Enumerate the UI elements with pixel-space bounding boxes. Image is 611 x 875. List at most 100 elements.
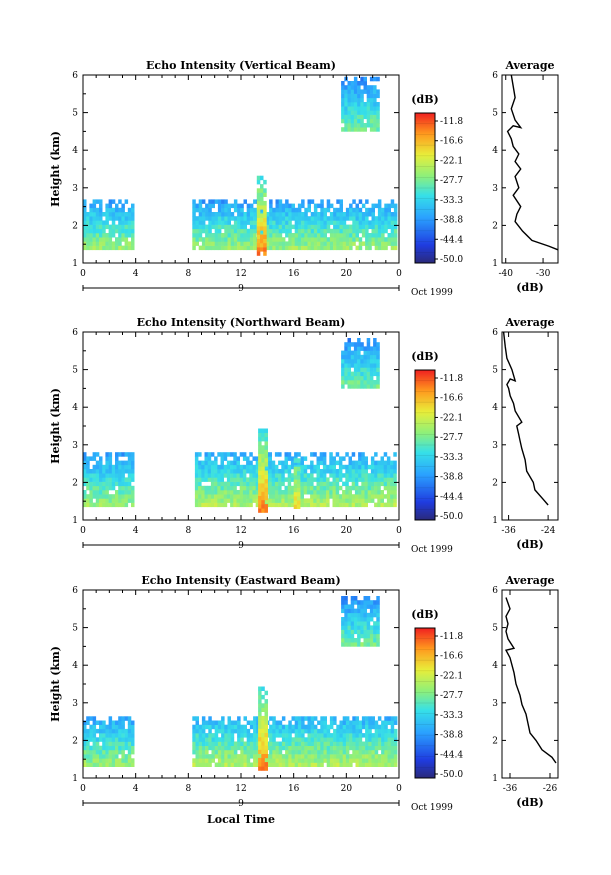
echo-cell — [237, 741, 241, 746]
echo-cell — [263, 179, 267, 185]
echo-cell — [271, 485, 276, 491]
echo-cell — [326, 758, 331, 763]
echo-cell — [293, 458, 298, 463]
echo-cell — [317, 216, 321, 221]
echo-cell — [376, 123, 380, 128]
echo-cell — [332, 490, 336, 495]
echo-cell — [208, 762, 212, 767]
echo-cell — [275, 724, 279, 730]
echo-cell — [226, 481, 231, 487]
echo-cell — [246, 490, 250, 495]
echo-cell — [108, 464, 113, 470]
echo-cell — [108, 737, 113, 742]
echo-cell — [339, 762, 343, 767]
echo-cell — [194, 456, 199, 461]
echo-cell — [281, 241, 286, 246]
echo-cell — [249, 737, 254, 742]
echo-cell — [307, 199, 311, 204]
echo-cell — [296, 475, 301, 480]
echo-cell — [285, 216, 289, 221]
echo-cell — [344, 608, 348, 614]
echo-cell — [253, 212, 257, 217]
echo-cell — [124, 498, 129, 503]
echo-cell — [365, 212, 369, 217]
echo-cell — [365, 741, 369, 746]
echo-cell — [344, 638, 348, 643]
echo-cell — [316, 498, 320, 503]
echo-cell — [226, 494, 231, 499]
echo-cell — [255, 498, 260, 503]
echo-cell — [258, 724, 262, 729]
echo-cell — [217, 464, 221, 470]
echo-cell — [102, 224, 106, 230]
echo-cell — [303, 473, 308, 478]
echo-cell — [121, 745, 125, 751]
echo-cell — [99, 207, 103, 213]
echo-cell — [127, 224, 132, 230]
echo-cell — [366, 604, 371, 609]
echo-cell — [220, 456, 224, 461]
echo-cell — [284, 456, 288, 461]
echo-cell — [274, 494, 279, 499]
echo-cell — [192, 733, 196, 738]
echo-cell — [296, 458, 301, 463]
echo-cell — [214, 212, 219, 217]
echo-cell — [345, 469, 349, 474]
echo-cell — [227, 237, 231, 242]
echo-cell — [240, 762, 244, 767]
echo-cell — [89, 498, 93, 503]
echo-cell — [258, 462, 262, 467]
echo-cell — [320, 762, 324, 767]
echo-cell — [300, 460, 304, 466]
colorbar-label: (dB) — [411, 93, 438, 106]
echo-cell — [326, 502, 330, 508]
echo-cell — [269, 758, 273, 763]
echo-cell — [86, 741, 90, 746]
echo-cell — [353, 342, 358, 347]
echo-cell — [223, 498, 228, 503]
echo-cell — [124, 469, 129, 474]
echo-cell — [341, 604, 345, 609]
echo-cell — [323, 724, 327, 730]
echo-cell — [345, 502, 349, 508]
echo-cell — [329, 749, 334, 755]
echo-cell — [230, 216, 235, 221]
echo-cell — [86, 754, 90, 759]
echo-cell — [278, 241, 283, 246]
echo-cell — [220, 452, 224, 457]
echo-cell — [201, 749, 206, 755]
echo-cell — [285, 724, 289, 730]
echo-cell — [370, 456, 375, 461]
echo-cell — [377, 224, 382, 230]
echo-cell — [246, 498, 250, 503]
echo-cell — [198, 207, 203, 213]
echo-cell — [201, 241, 206, 246]
echo-cell — [105, 212, 109, 217]
echo-cell — [381, 228, 385, 234]
echo-cell — [249, 224, 254, 230]
echo-cell — [319, 460, 324, 466]
echo-cell — [361, 456, 365, 461]
echo-cell — [253, 199, 257, 204]
echo-cell — [271, 502, 276, 508]
echo-cell — [350, 596, 355, 601]
echo-cell — [347, 89, 351, 94]
echo-cell — [339, 233, 343, 238]
echo-cell — [369, 633, 374, 639]
echo-cell — [237, 233, 241, 238]
echo-cell — [272, 720, 276, 725]
echo-cell — [387, 241, 391, 246]
echo-cell — [320, 233, 324, 238]
echo-cell — [366, 114, 371, 120]
echo-cell — [105, 464, 109, 470]
echo-cell — [115, 494, 119, 499]
echo-cell — [294, 212, 299, 217]
echo-cell — [246, 212, 251, 217]
echo-cell — [349, 720, 353, 725]
echo-cell — [361, 203, 366, 209]
echo-cell — [124, 485, 129, 491]
echo-cell — [373, 359, 377, 364]
echo-cell — [121, 464, 125, 470]
echo-cell — [281, 758, 286, 763]
echo-cell — [121, 228, 125, 234]
